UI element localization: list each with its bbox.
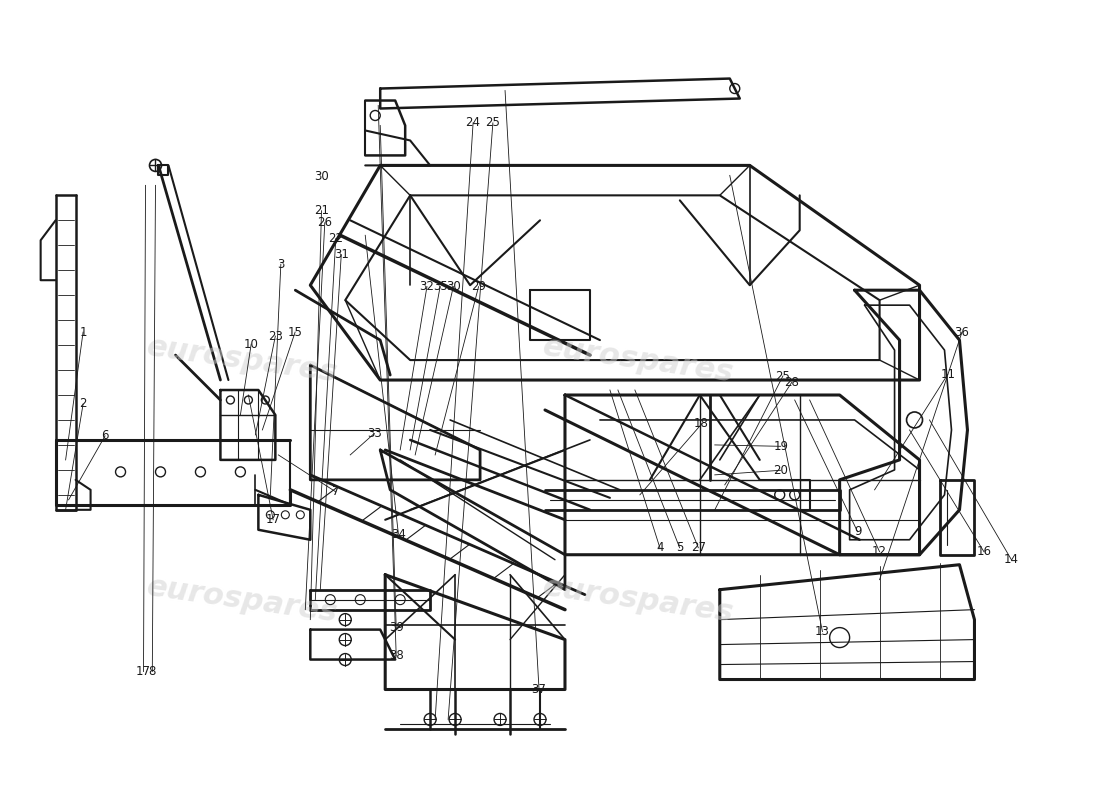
Text: 27: 27 xyxy=(691,542,706,554)
Text: 12: 12 xyxy=(872,546,887,558)
Text: 28: 28 xyxy=(784,376,799,389)
Text: 31: 31 xyxy=(333,248,349,261)
Text: 34: 34 xyxy=(390,528,406,541)
Text: 11: 11 xyxy=(940,368,955,381)
Text: 8: 8 xyxy=(148,665,156,678)
Text: 35: 35 xyxy=(432,280,448,293)
Text: 10: 10 xyxy=(244,338,258,350)
Text: 15: 15 xyxy=(288,326,302,338)
Text: 30: 30 xyxy=(315,170,329,183)
Text: eurospares: eurospares xyxy=(540,332,735,388)
Text: 13: 13 xyxy=(815,625,829,638)
Text: 23: 23 xyxy=(268,330,283,342)
Text: 25: 25 xyxy=(776,370,790,382)
Text: eurospares: eurospares xyxy=(540,572,735,627)
Text: 5: 5 xyxy=(675,542,683,554)
Text: 21: 21 xyxy=(314,204,329,218)
Text: 32: 32 xyxy=(419,280,435,293)
Text: 20: 20 xyxy=(773,464,788,477)
Text: eurospares: eurospares xyxy=(145,332,340,388)
Text: 38: 38 xyxy=(388,649,404,662)
Text: 30: 30 xyxy=(446,280,461,293)
Text: 19: 19 xyxy=(773,440,789,453)
Text: 7: 7 xyxy=(332,486,340,498)
Text: 4: 4 xyxy=(656,542,663,554)
Text: 17: 17 xyxy=(266,514,280,526)
Text: 25: 25 xyxy=(485,116,501,130)
Text: 24: 24 xyxy=(465,116,481,130)
Text: 2: 2 xyxy=(79,398,87,410)
Text: 39: 39 xyxy=(388,621,404,634)
Text: 1: 1 xyxy=(79,326,87,338)
Text: 17: 17 xyxy=(136,665,151,678)
Text: 36: 36 xyxy=(955,326,969,338)
Text: 14: 14 xyxy=(1004,554,1019,566)
Text: 33: 33 xyxy=(366,427,382,440)
Text: eurospares: eurospares xyxy=(145,572,340,627)
Text: 16: 16 xyxy=(977,546,991,558)
Text: 37: 37 xyxy=(531,682,547,695)
Text: 9: 9 xyxy=(854,526,861,538)
Text: 6: 6 xyxy=(101,430,109,442)
Text: 29: 29 xyxy=(471,280,486,293)
Text: 18: 18 xyxy=(694,418,710,430)
Text: 22: 22 xyxy=(328,232,343,245)
Text: 26: 26 xyxy=(317,216,332,230)
Text: 3: 3 xyxy=(277,258,285,270)
